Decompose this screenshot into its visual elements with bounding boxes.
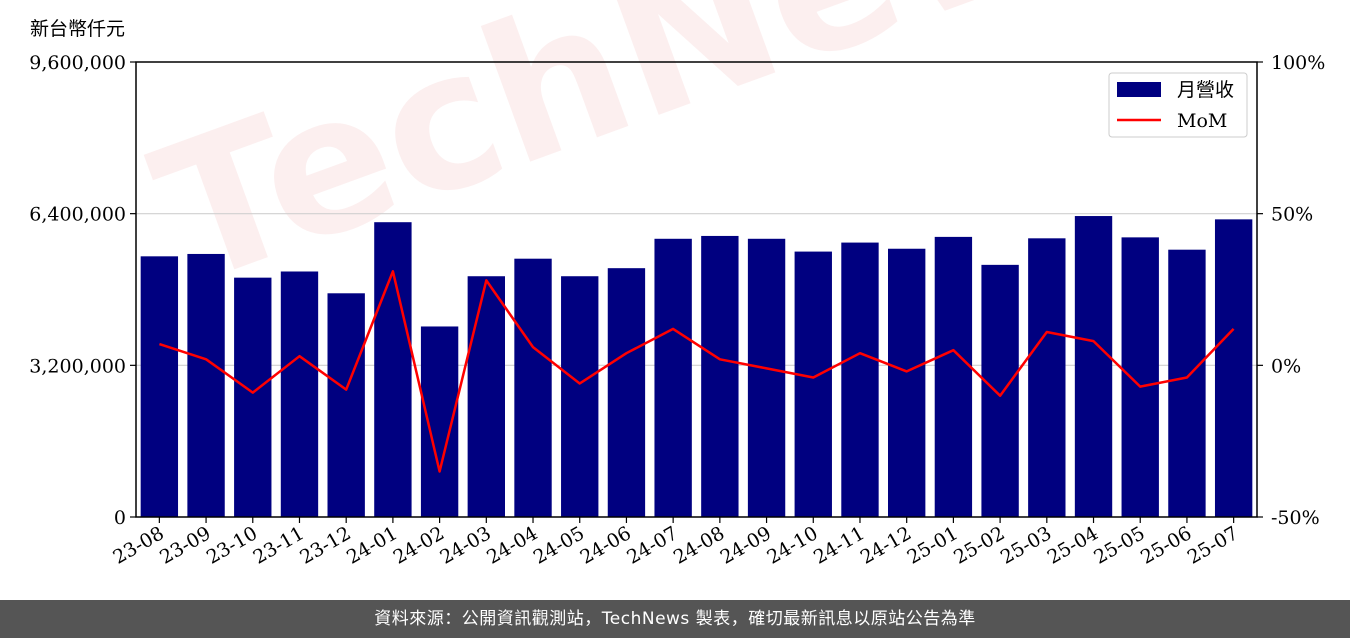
- bar-23-08: [140, 256, 179, 517]
- x-tick-label: 25-03: [997, 522, 1055, 568]
- y-axis-label: 新台幣仟元: [30, 18, 126, 40]
- y2-tick-label: 50%: [1271, 204, 1313, 226]
- bar-24-05: [561, 276, 599, 517]
- bar-23-11: [280, 271, 319, 517]
- x-tick-label: 24-03: [436, 522, 494, 568]
- bar-24-06: [607, 268, 646, 517]
- bar-24-11: [841, 242, 879, 517]
- y-tick-label: 3,200,000: [29, 355, 126, 377]
- x-tick-label: 24-12: [857, 522, 915, 568]
- x-tick-label: 23-09: [156, 522, 214, 568]
- bar-24-04: [514, 258, 552, 517]
- x-tick-label: 24-05: [530, 522, 588, 568]
- x-tick-label: 23-10: [203, 522, 261, 568]
- bar-25-07: [1214, 219, 1253, 517]
- x-tick-label: 24-02: [390, 522, 448, 568]
- bar-24-01: [374, 222, 412, 517]
- bar-24-07: [654, 238, 692, 518]
- x-tick-label: 24-08: [670, 522, 728, 568]
- bar-25-01: [934, 236, 973, 517]
- bar-25-04: [1074, 216, 1113, 518]
- legend-label-revenue: 月營收: [1177, 79, 1234, 101]
- y-tick-label: 6,400,000: [29, 204, 126, 226]
- y-tick-label: 0: [114, 507, 126, 529]
- x-tick-label: 25-01: [903, 522, 961, 568]
- bar-24-12: [888, 248, 926, 518]
- revenue-chart: 0 3,200,000 6,400,000 9,600,000 -50% 0% 50% 100…: [29, 52, 1325, 569]
- x-tick-label: 24-04: [483, 522, 541, 568]
- bar-25-02: [981, 264, 1019, 517]
- bar-25-03: [1028, 238, 1066, 517]
- source-footer: 資料來源：公開資訊觀測站，TechNews 製表，確切最新訊息以原站公告為準: [0, 600, 1350, 638]
- legend-label-mom: MoM: [1177, 110, 1227, 132]
- bar-23-10: [234, 277, 272, 517]
- bar-24-08: [701, 235, 739, 518]
- bar-24-10: [794, 251, 832, 518]
- bar-23-12: [327, 293, 365, 517]
- x-tick-label: 24-06: [576, 522, 634, 568]
- x-tick-label: 25-02: [950, 522, 1008, 568]
- y2-tick-label: -50%: [1271, 507, 1320, 529]
- plot-frame: [135, 61, 1258, 518]
- bar-24-03: [467, 276, 505, 517]
- x-tick-label: 25-07: [1184, 522, 1242, 568]
- x-tick-label: 25-05: [1090, 522, 1148, 568]
- bar-25-05: [1121, 237, 1159, 518]
- x-tick-label: 25-06: [1137, 522, 1195, 568]
- bar-25-06: [1168, 249, 1206, 517]
- x-tick-label: 23-12: [296, 522, 354, 568]
- y2-tick-label: 0%: [1271, 355, 1301, 377]
- y2-tick-label: 100%: [1271, 52, 1325, 74]
- x-tick-label: 25-04: [1044, 522, 1102, 568]
- bar-23-09: [187, 253, 225, 517]
- x-tick-label: 23-08: [109, 522, 167, 568]
- legend-swatch-bar: [1117, 82, 1161, 97]
- x-tick-label: 24-11: [810, 522, 868, 568]
- mom-line: [159, 270, 1235, 473]
- x-tick-label: 24-01: [343, 522, 401, 568]
- y-tick-label: 9,600,000: [29, 52, 126, 74]
- bar-24-09: [747, 238, 786, 518]
- x-tick-label: 23-11: [250, 522, 308, 568]
- x-tick-label: 24-10: [763, 522, 821, 568]
- x-tick-label: 24-09: [717, 522, 775, 568]
- x-tick-label: 24-07: [623, 522, 681, 568]
